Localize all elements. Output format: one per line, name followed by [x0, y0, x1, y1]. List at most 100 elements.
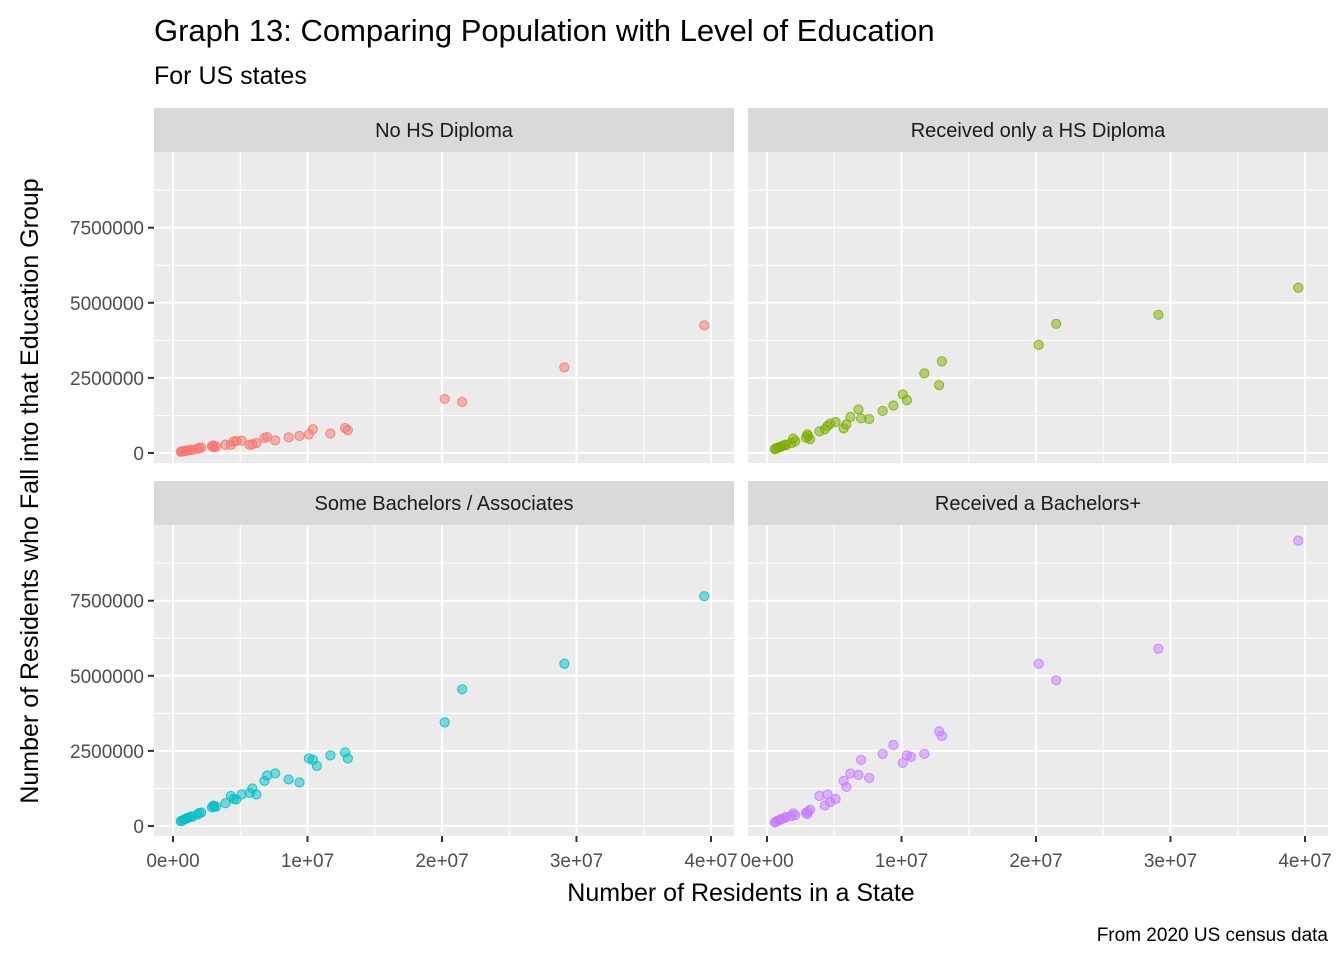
data-point	[270, 768, 281, 779]
data-point	[853, 404, 864, 415]
data-point	[457, 684, 468, 695]
data-point	[901, 395, 912, 406]
data-point	[877, 405, 888, 417]
data-point	[294, 430, 305, 441]
data-point	[1033, 658, 1044, 669]
facet-panel: Some Bachelors / Associates 0 2500000 50000…	[70, 481, 738, 872]
data-point	[196, 442, 207, 453]
data-point	[845, 411, 856, 423]
x-tick-label: 0e+00	[740, 851, 793, 872]
data-point	[864, 413, 875, 425]
data-point	[790, 810, 801, 821]
data-point	[283, 774, 294, 785]
facet-strip	[748, 108, 1328, 152]
facet-panel: Received only a HS Diploma	[748, 108, 1328, 463]
data-point	[699, 591, 710, 602]
data-point	[251, 789, 262, 800]
data-point	[919, 748, 930, 760]
data-point	[888, 739, 899, 750]
y-tick-label: 5000000	[70, 667, 144, 688]
data-point	[864, 772, 875, 784]
data-point	[439, 717, 450, 728]
chart-caption: From 2020 US census data	[1097, 925, 1329, 946]
data-point	[1153, 643, 1164, 654]
data-point	[1153, 309, 1164, 320]
data-point	[439, 393, 450, 405]
panel-background	[154, 152, 734, 463]
x-tick-label: 3e+07	[550, 851, 603, 872]
data-point	[251, 437, 262, 449]
facet-strip-label: Some Bachelors / Associates	[314, 493, 573, 515]
chart-subtitle: For US states	[154, 62, 307, 90]
panel-background	[748, 525, 1328, 836]
x-tick-label: 1e+07	[875, 851, 928, 872]
data-point	[936, 356, 947, 367]
data-point	[325, 750, 336, 761]
data-point	[934, 380, 945, 391]
facet-strip	[748, 481, 1328, 525]
x-tick-label: 4e+07	[684, 851, 737, 872]
data-point	[936, 730, 947, 741]
y-tick-label: 0	[133, 817, 144, 838]
data-point	[294, 777, 305, 788]
data-point	[270, 435, 281, 446]
data-point	[457, 396, 468, 408]
y-tick-label: 7500000	[70, 219, 144, 240]
data-point	[210, 801, 222, 812]
data-point	[220, 798, 231, 809]
y-tick-label: 2500000	[70, 369, 144, 390]
y-tick-label: 5000000	[70, 294, 144, 315]
data-point	[856, 754, 867, 766]
x-tick-label: 0e+00	[146, 851, 199, 872]
data-point	[1293, 535, 1304, 546]
data-point	[699, 320, 710, 331]
facet-strip-label: No HS Diploma	[375, 120, 514, 142]
data-point	[196, 807, 207, 818]
data-point	[830, 416, 841, 428]
data-point	[210, 441, 222, 452]
data-point	[342, 425, 353, 436]
data-point	[236, 435, 247, 446]
facet-panels: No HS Diploma 0 2500000 5000000 7500000 Recei…	[70, 108, 1332, 872]
x-tick-label: 2e+07	[1009, 851, 1062, 872]
x-tick-label: 3e+07	[1144, 851, 1197, 872]
data-point	[1033, 339, 1044, 350]
data-point	[311, 760, 323, 772]
data-point	[559, 658, 570, 669]
data-point	[919, 368, 930, 379]
data-point	[559, 362, 570, 373]
data-point	[1293, 282, 1304, 293]
facet-strip-label: Received a Bachelors+	[935, 493, 1141, 515]
data-point	[830, 793, 841, 805]
panel-background	[748, 152, 1328, 463]
panel-background	[154, 525, 734, 836]
data-point	[888, 400, 899, 411]
y-tick-label: 0	[133, 444, 144, 465]
facet-strip-label: Received only a HS Diploma	[911, 120, 1166, 142]
data-point	[877, 748, 888, 760]
facet-panel: No HS Diploma 0 2500000 5000000 7500000	[70, 108, 734, 465]
facet-strip	[154, 108, 734, 152]
data-point	[307, 424, 318, 435]
data-point	[325, 428, 336, 439]
x-tick-label: 2e+07	[415, 851, 468, 872]
y-tick-label: 2500000	[70, 742, 144, 763]
data-point	[342, 753, 353, 764]
x-axis-title: Number of Residents in a State	[567, 879, 914, 907]
data-point	[1051, 318, 1062, 329]
x-tick-label: 1e+07	[281, 851, 334, 872]
data-point	[1051, 675, 1062, 686]
data-point	[283, 432, 294, 443]
data-point	[841, 781, 852, 793]
data-point	[853, 769, 864, 781]
y-axis-title: Number of Residents who Fall into that E…	[16, 178, 44, 803]
data-point	[905, 751, 917, 763]
facet-panel: Received a Bachelors+ 0e+00 1e+07 2e+07 3e+0…	[740, 481, 1332, 872]
facet-strip	[154, 481, 734, 525]
chart-title: Graph 13: Comparing Population with Leve…	[154, 13, 935, 48]
data-point	[804, 434, 816, 445]
y-tick-label: 7500000	[70, 592, 144, 613]
x-tick-label: 4e+07	[1278, 851, 1331, 872]
data-point	[804, 804, 816, 815]
